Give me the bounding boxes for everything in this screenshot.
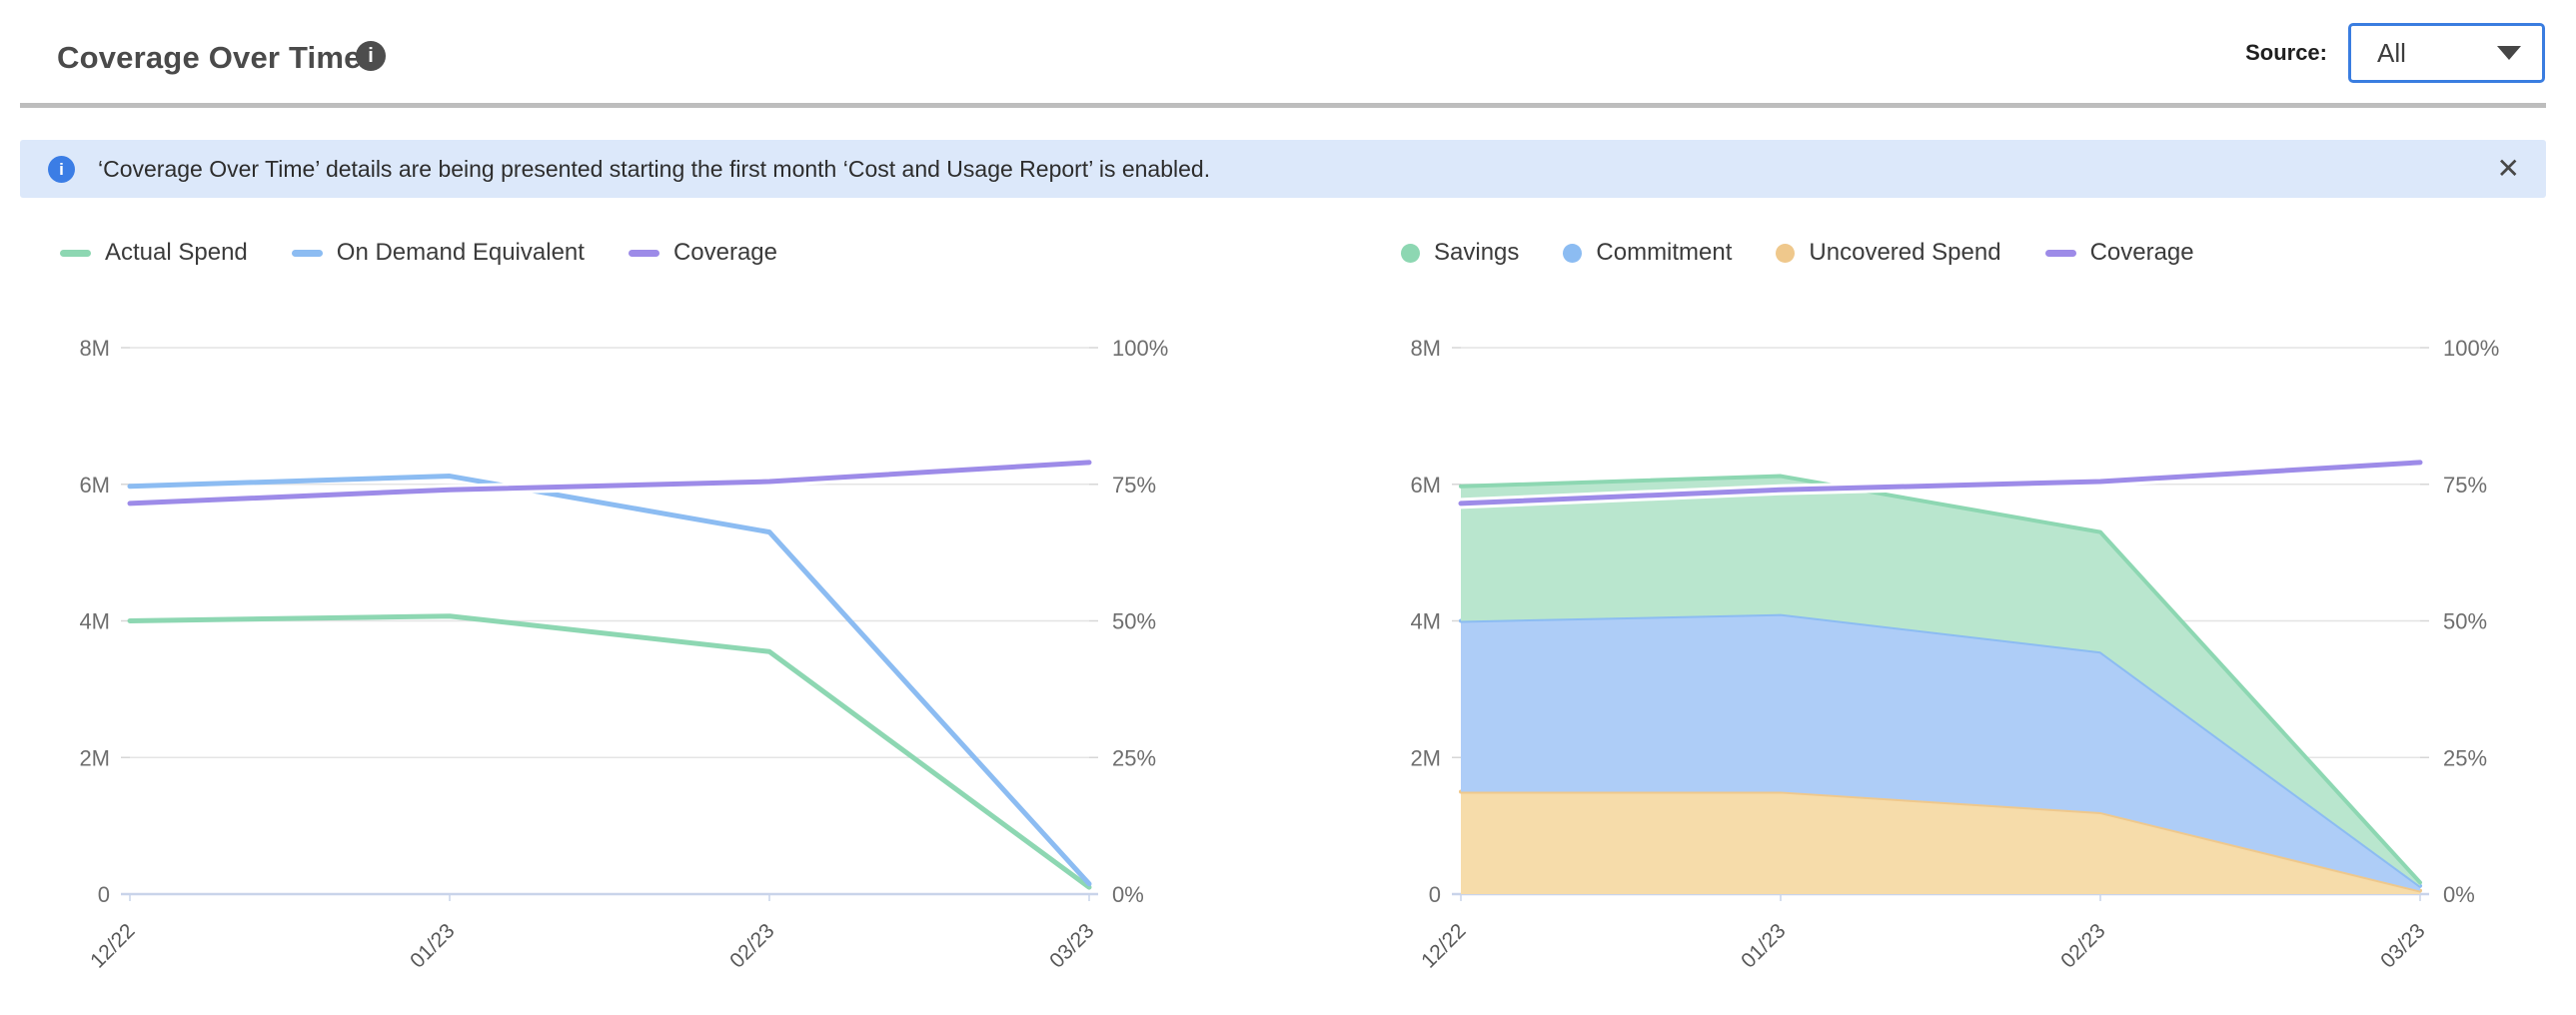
legend-label-actual-spend: Actual Spend	[105, 239, 248, 266]
legend-item-on-demand-equivalent[interactable]: On Demand Equivalent	[291, 239, 585, 267]
svg-text:0: 0	[98, 882, 110, 907]
legend-item-coverage-right[interactable]: Coverage	[2044, 239, 2194, 267]
close-icon[interactable]: ✕	[2496, 153, 2520, 184]
coverage-swatch	[628, 249, 659, 257]
svg-text:4M: 4M	[79, 609, 110, 634]
legend-item-savings[interactable]: Savings	[1401, 239, 1519, 267]
svg-text:03/23: 03/23	[2376, 919, 2429, 972]
on-demand-equivalent-swatch	[291, 249, 323, 257]
legend-item-actual-spend[interactable]: Actual Spend	[60, 239, 248, 267]
svg-text:02/23: 02/23	[725, 919, 778, 972]
svg-text:8M: 8M	[79, 336, 110, 361]
svg-text:0%: 0%	[1112, 882, 1144, 907]
legend-item-uncovered-spend[interactable]: Uncovered Spend	[1776, 239, 2001, 267]
svg-text:75%: 75%	[1112, 473, 1156, 498]
svg-text:03/23: 03/23	[1045, 919, 1098, 972]
svg-text:6M: 6M	[79, 473, 110, 498]
banner-info-icon: i	[48, 156, 75, 183]
svg-text:12/22: 12/22	[1417, 919, 1470, 972]
source-label: Source:	[2245, 40, 2327, 65]
uncovered-spend-swatch	[1776, 243, 1796, 263]
legend-item-coverage[interactable]: Coverage	[628, 239, 777, 267]
legend-label-coverage: Coverage	[672, 239, 777, 266]
source-dropdown[interactable]: All	[2348, 23, 2545, 83]
coverage-right-swatch	[2044, 249, 2076, 257]
svg-text:2M: 2M	[79, 745, 110, 770]
svg-text:100%: 100%	[1112, 336, 1168, 361]
svg-text:25%: 25%	[2443, 745, 2487, 770]
legend-label-commitment: Commitment	[1596, 239, 1733, 266]
svg-text:0: 0	[1429, 882, 1441, 907]
svg-text:25%: 25%	[1112, 745, 1156, 770]
legend-label-coverage-right: Coverage	[2089, 239, 2194, 266]
legend-area-chart: Savings Commitment Uncovered Spend Cover…	[1401, 239, 2238, 267]
coverage-stacked-area-chart: 8M 6M 4M 2M 0 100% 75% 50% 25% 0% 12/22 01/23 02/23 0…	[1410, 336, 2499, 973]
page-title: Coverage Over Time	[57, 40, 362, 75]
commitment-swatch	[1563, 243, 1583, 263]
svg-text:12/22: 12/22	[86, 919, 139, 972]
svg-text:100%: 100%	[2443, 336, 2499, 361]
svg-text:75%: 75%	[2443, 473, 2487, 498]
svg-text:02/23: 02/23	[2056, 919, 2109, 972]
savings-swatch	[1401, 243, 1420, 263]
header-divider	[20, 103, 2546, 108]
banner-text: ‘Coverage Over Time’ details are being p…	[98, 155, 1211, 182]
source-dropdown-value: All	[2377, 37, 2406, 68]
legend-line-chart: Actual Spend On Demand Equivalent Covera…	[60, 239, 821, 267]
source-selector: Source: All	[2245, 0, 2545, 106]
svg-text:01/23: 01/23	[406, 919, 459, 972]
svg-text:01/23: 01/23	[1737, 919, 1790, 972]
actual-spend-swatch	[60, 249, 91, 257]
title-info-icon[interactable]: i	[356, 41, 386, 71]
svg-text:6M: 6M	[1410, 473, 1441, 498]
legend-label-on-demand-equivalent: On Demand Equivalent	[336, 239, 585, 266]
legend-label-uncovered-spend: Uncovered Spend	[1809, 239, 2001, 266]
legend-item-commitment[interactable]: Commitment	[1563, 239, 1732, 267]
chevron-down-icon	[2497, 46, 2521, 60]
svg-text:2M: 2M	[1410, 745, 1441, 770]
svg-text:50%: 50%	[2443, 609, 2487, 634]
svg-text:4M: 4M	[1410, 609, 1441, 634]
coverage-line-chart: 8M 6M 4M 2M 0 100% 75% 50% 25% 0% 12/22 01/23 02/23 0…	[79, 336, 1168, 973]
svg-text:8M: 8M	[1410, 336, 1441, 361]
info-banner: i ‘Coverage Over Time’ details are being…	[20, 140, 2546, 198]
svg-text:50%: 50%	[1112, 609, 1156, 634]
legend-label-savings: Savings	[1434, 239, 1520, 266]
svg-text:0%: 0%	[2443, 882, 2475, 907]
